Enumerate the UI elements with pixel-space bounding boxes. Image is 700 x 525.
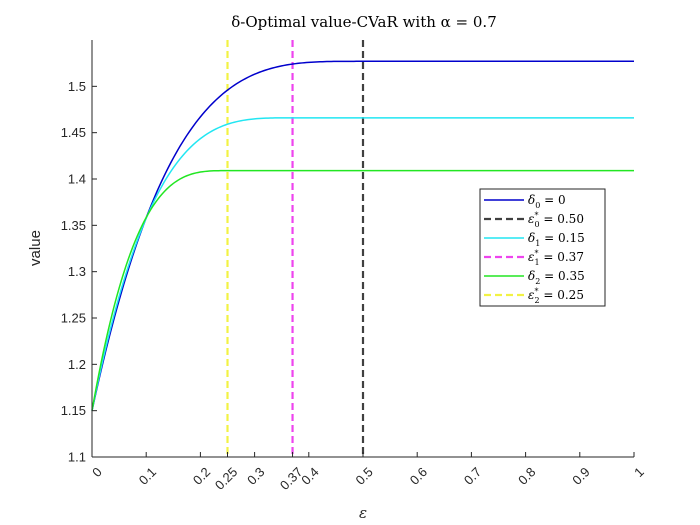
y-tick-label: 1.15	[61, 403, 86, 418]
legend: δ0 = 0ε* 0 = 0.50 δ1 = 0.15ε* 1 = 0.37 δ2 = …	[479, 188, 606, 307]
y-tick-label: 1.4	[68, 172, 86, 187]
vertical-lines-group	[226, 40, 365, 457]
y-tick-label: 1.3	[68, 264, 86, 279]
legend-label-1: ε* 0 = 0.50	[528, 211, 584, 229]
legend-items: δ0 = 0ε* 0 = 0.50 δ1 = 0.15ε* 1 = 0.37 δ2 = …	[484, 193, 585, 305]
y-ticks-group: 1.1 1.15 1.2 1.25 1.3 1.35 1.4 1.45 1.5	[61, 79, 97, 465]
series-curve-1	[91, 117, 634, 411]
curves-group	[91, 60, 634, 411]
legend-label-2: δ1 = 0.15	[528, 231, 585, 248]
legend-box	[479, 188, 606, 307]
y-tick-label: 1.35	[61, 218, 86, 233]
y-tick-label: 1.45	[61, 125, 86, 140]
y-axis-label: value	[27, 230, 44, 266]
y-tick-label: 1.2	[68, 357, 86, 372]
series-curve-0	[91, 60, 634, 411]
chart-title: δ-Optimal value-CVaR with α = 0.7	[231, 13, 497, 31]
y-tick-label: 1.5	[68, 79, 86, 94]
legend-label-3: ε* 1 = 0.37	[528, 249, 584, 267]
legend-label-5: ε* 2 = 0.25	[528, 287, 584, 305]
y-tick-label: 1.1	[68, 450, 86, 465]
legend-label-0: δ0 = 0	[528, 193, 566, 210]
x-axis-label: ε	[359, 504, 367, 522]
series-curve-2	[91, 169, 634, 411]
legend-label-4: δ2 = 0.35	[528, 269, 585, 286]
y-tick-label: 1.25	[61, 311, 86, 326]
